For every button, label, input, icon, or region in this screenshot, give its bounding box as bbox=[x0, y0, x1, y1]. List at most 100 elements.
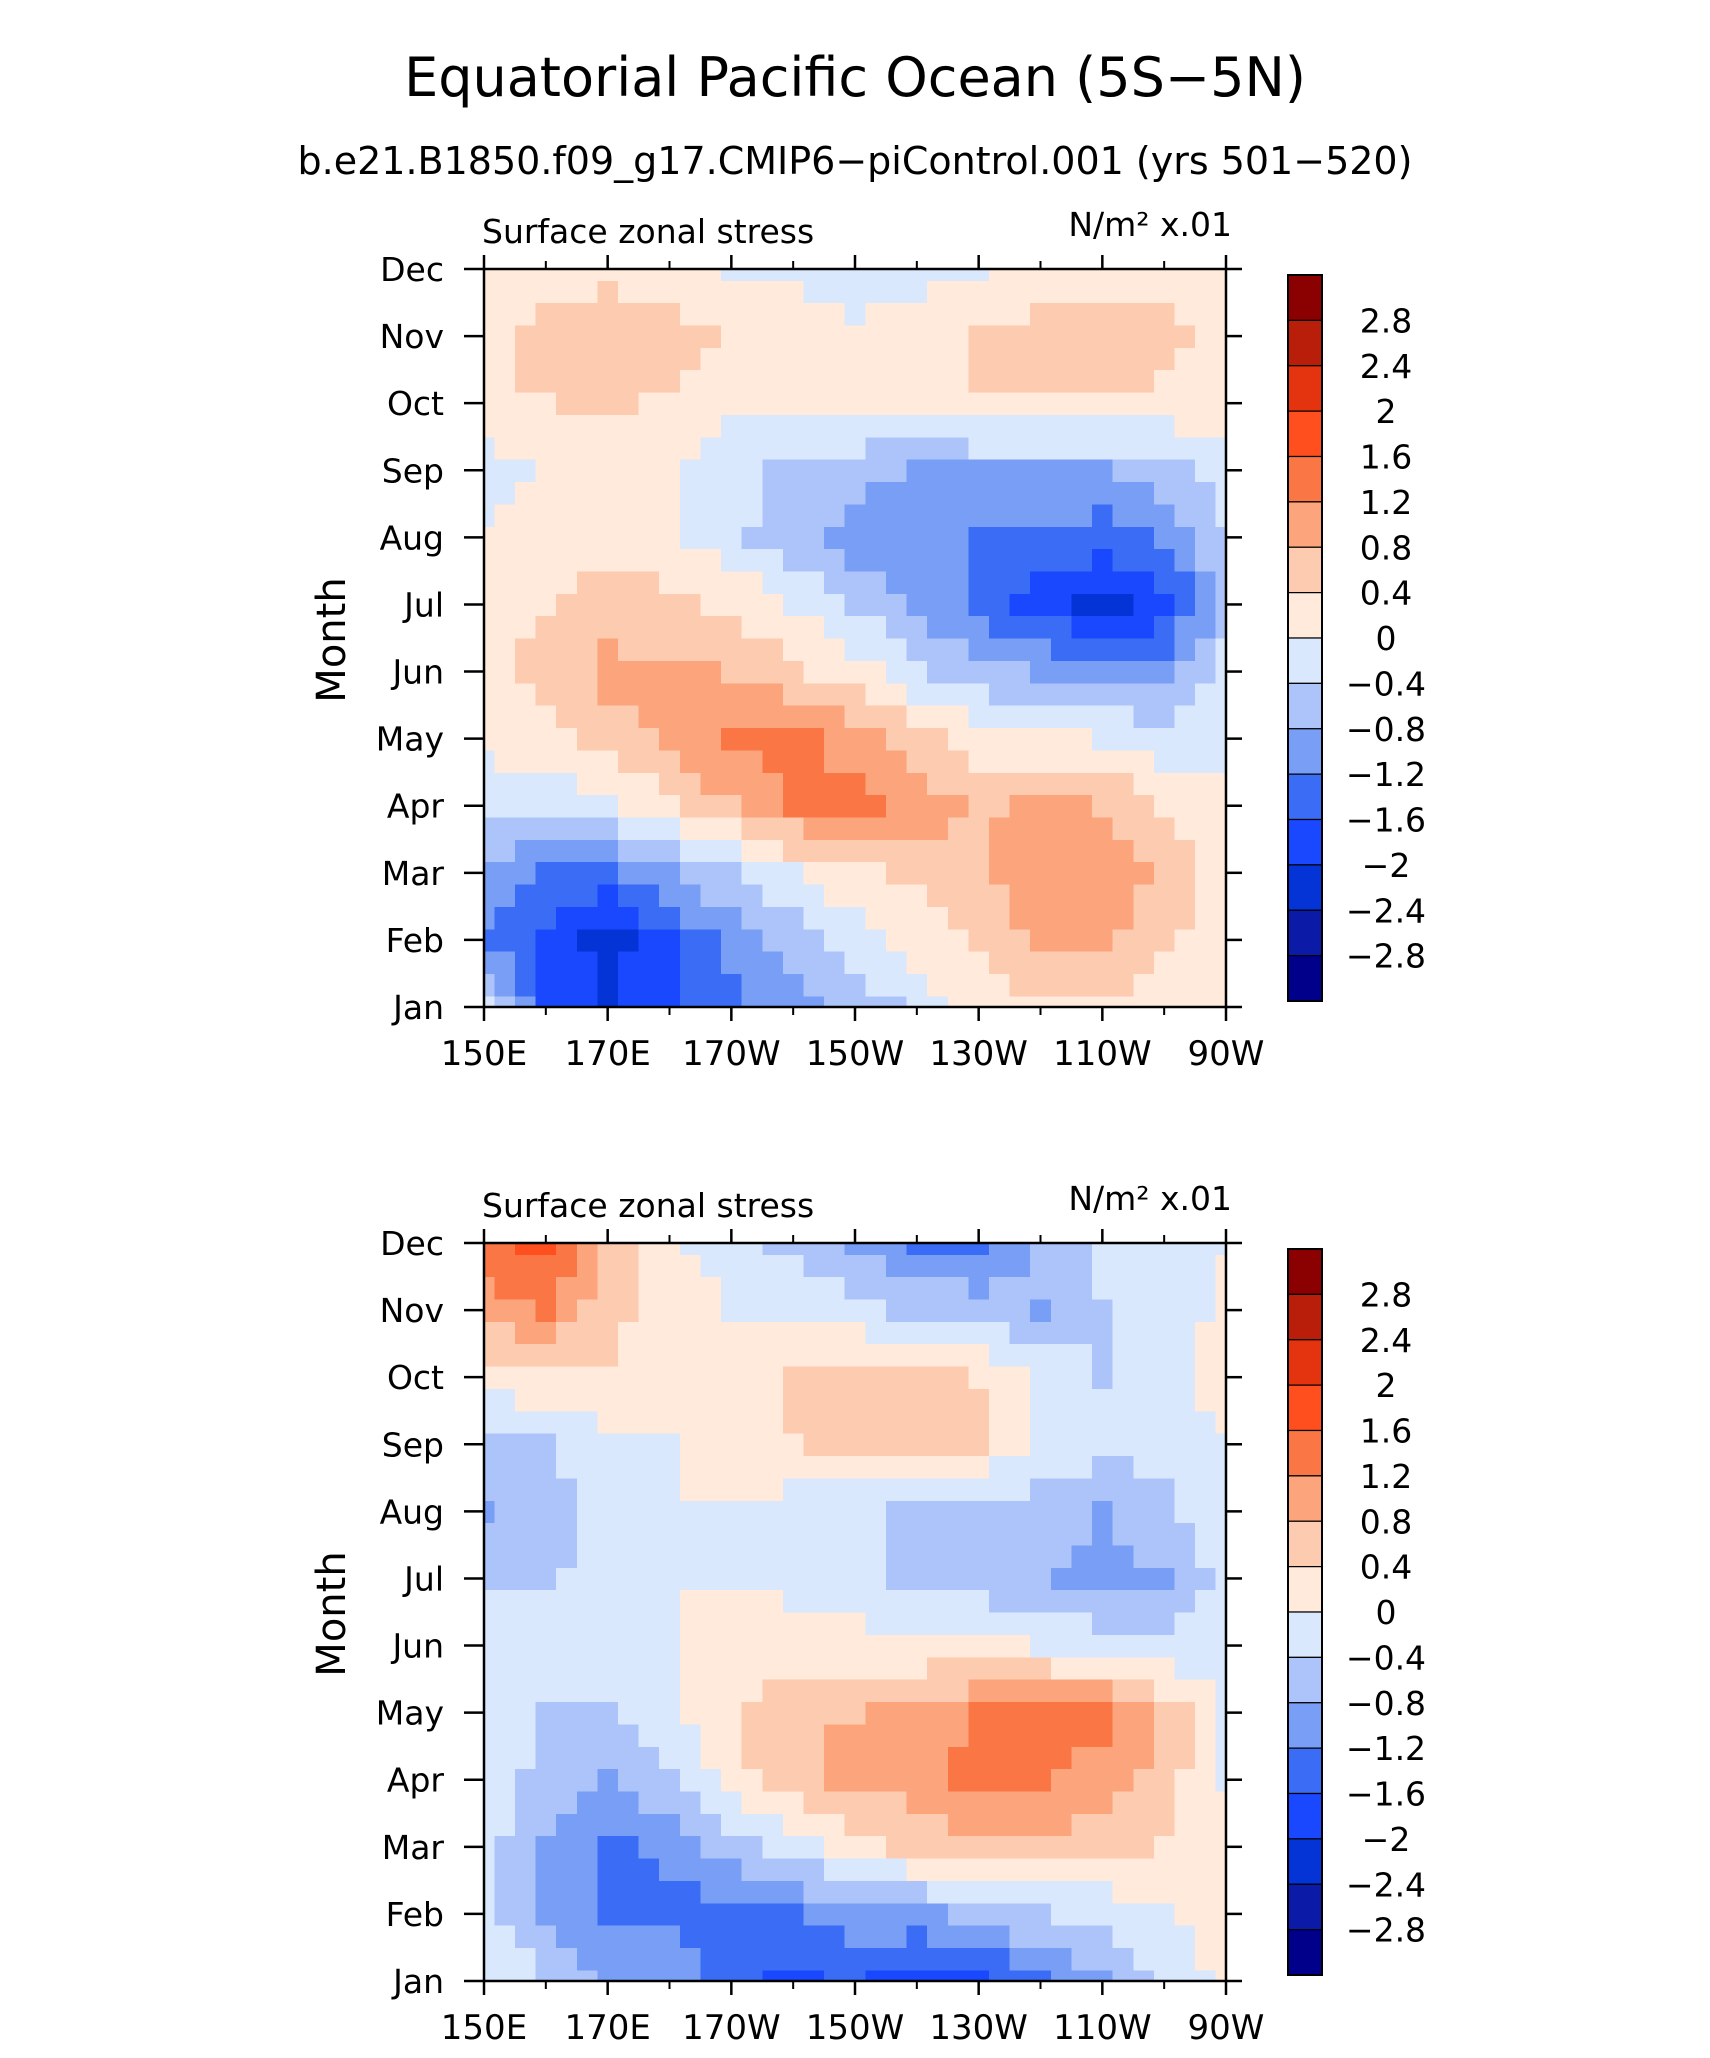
heatmap-cell bbox=[576, 548, 598, 572]
heatmap-cell bbox=[968, 1947, 990, 1971]
heatmap-cell bbox=[721, 503, 743, 527]
heatmap-cell bbox=[824, 1455, 846, 1479]
heatmap-cell bbox=[1009, 839, 1031, 863]
heatmap-cell bbox=[1174, 1969, 1196, 1981]
heatmap-cell bbox=[988, 436, 1011, 460]
heatmap-cell bbox=[484, 928, 495, 952]
heatmap-cell bbox=[535, 839, 557, 863]
heatmap-cell bbox=[1009, 1410, 1031, 1434]
heatmap-cell bbox=[1030, 884, 1052, 907]
heatmap-cell bbox=[514, 1477, 537, 1501]
heatmap-cell bbox=[803, 548, 825, 572]
heatmap-cell bbox=[679, 861, 702, 885]
y-tick-label: May bbox=[376, 720, 444, 759]
heatmap-cell bbox=[762, 1746, 784, 1770]
heatmap-cell bbox=[514, 995, 537, 1007]
heatmap-cell bbox=[494, 638, 516, 661]
heatmap-cell bbox=[885, 906, 908, 930]
heatmap-cell bbox=[762, 1366, 784, 1389]
heatmap-cell bbox=[514, 392, 537, 415]
heatmap-cell bbox=[1030, 1567, 1052, 1591]
heatmap-cell bbox=[659, 1343, 681, 1367]
heatmap-cell bbox=[782, 727, 805, 751]
heatmap-cell bbox=[700, 392, 722, 415]
heatmap-cell bbox=[741, 638, 763, 661]
heatmap-cell bbox=[1071, 1835, 1093, 1859]
y-tick-label: Oct bbox=[387, 1358, 444, 1397]
heatmap-cell bbox=[824, 906, 846, 930]
heatmap-cell bbox=[1133, 995, 1155, 1007]
heatmap-cell bbox=[1092, 1589, 1114, 1613]
heatmap-cell bbox=[741, 1567, 763, 1591]
heatmap-cell bbox=[885, 1768, 908, 1792]
y-tick-label: Jan bbox=[391, 988, 444, 1027]
heatmap-cell bbox=[865, 1321, 887, 1345]
heatmap-cell bbox=[514, 1276, 537, 1300]
heatmap-cell bbox=[988, 638, 1011, 661]
heatmap-cell bbox=[927, 1388, 949, 1412]
heatmap-cell bbox=[514, 593, 537, 617]
heatmap-cell bbox=[1009, 928, 1031, 952]
heatmap-cell bbox=[721, 816, 743, 840]
heatmap-cell bbox=[927, 995, 949, 1007]
heatmap-cell bbox=[844, 1790, 866, 1814]
heatmap-cell bbox=[617, 1500, 640, 1524]
heatmap-cell bbox=[514, 861, 537, 885]
heatmap-cell bbox=[494, 369, 516, 393]
heatmap-cell bbox=[1153, 928, 1176, 952]
heatmap-cell bbox=[824, 995, 846, 1007]
heatmap-cell bbox=[494, 593, 516, 617]
heatmap-cell bbox=[824, 459, 846, 483]
heatmap-cell bbox=[762, 392, 784, 415]
heatmap-cell bbox=[700, 772, 722, 796]
heatmap-cell bbox=[947, 1567, 969, 1591]
heatmap-cell bbox=[762, 1500, 784, 1524]
heatmap-cell bbox=[927, 638, 949, 661]
heatmap-cell bbox=[1153, 1790, 1176, 1814]
heatmap-cell bbox=[803, 1902, 825, 1926]
heatmap-cell bbox=[988, 1298, 1011, 1322]
heatmap-cell bbox=[556, 861, 578, 885]
heatmap-cell bbox=[906, 995, 928, 1007]
heatmap-cell bbox=[679, 1410, 702, 1434]
heatmap-cell bbox=[721, 526, 743, 550]
heatmap-cell bbox=[968, 660, 990, 684]
heatmap-cell bbox=[1092, 1243, 1114, 1255]
heatmap-cell bbox=[679, 772, 702, 796]
heatmap-cell bbox=[968, 347, 990, 371]
heatmap-cell bbox=[556, 884, 578, 907]
heatmap-cell bbox=[824, 1746, 846, 1770]
heatmap-cell bbox=[1009, 280, 1031, 304]
heatmap-cell bbox=[638, 414, 660, 438]
heatmap-cell bbox=[494, 1723, 516, 1747]
heatmap-cell bbox=[1030, 839, 1052, 863]
heatmap-cell bbox=[803, 347, 825, 371]
heatmap-cell bbox=[1092, 1410, 1114, 1434]
heatmap-cell bbox=[1215, 749, 1226, 773]
heatmap-cell bbox=[1153, 1880, 1176, 1904]
heatmap-cell bbox=[947, 570, 969, 594]
heatmap-cell bbox=[679, 973, 702, 997]
colorbar-label: −2 bbox=[1362, 1820, 1411, 1859]
colorbar-label: −1.2 bbox=[1346, 755, 1426, 794]
heatmap-cell bbox=[1071, 1522, 1093, 1546]
heatmap-cell bbox=[1215, 1768, 1226, 1792]
heatmap-cell bbox=[988, 1254, 1011, 1278]
heatmap-cell bbox=[576, 816, 598, 840]
heatmap-cell bbox=[824, 660, 846, 684]
heatmap-cell bbox=[762, 1902, 784, 1926]
heatmap-cell bbox=[741, 347, 763, 371]
heatmap-cell bbox=[1153, 481, 1176, 505]
heatmap-cell bbox=[535, 481, 557, 505]
heatmap-cell bbox=[1009, 973, 1031, 997]
heatmap-cell bbox=[885, 1790, 908, 1814]
heatmap-cell bbox=[638, 1477, 660, 1501]
heatmap-cell bbox=[535, 1880, 557, 1904]
y-tick-label: Sep bbox=[382, 451, 444, 490]
heatmap-cell bbox=[824, 1321, 846, 1345]
heatmap-cell bbox=[617, 1321, 640, 1345]
heatmap-cell bbox=[885, 481, 908, 505]
heatmap-cell bbox=[885, 1455, 908, 1479]
heatmap-cell bbox=[721, 772, 743, 796]
heatmap-cell bbox=[597, 1947, 619, 1971]
